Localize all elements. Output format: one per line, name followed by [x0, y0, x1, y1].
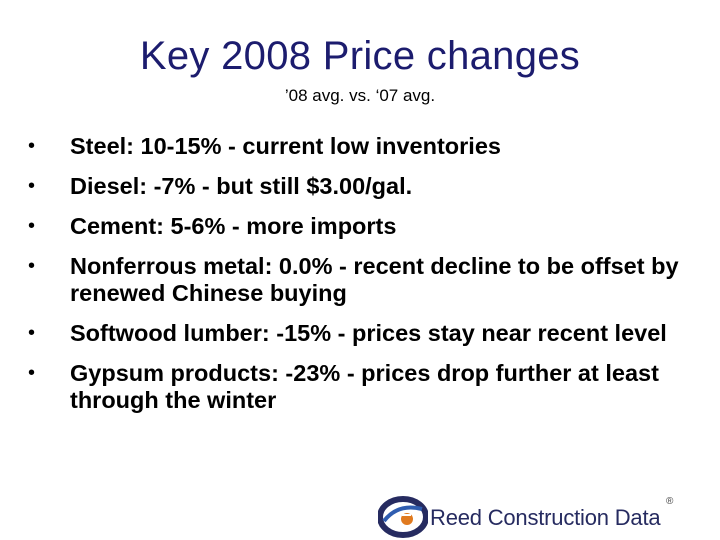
bullet-text: Diesel: -7% - but still $3.00/gal.: [70, 173, 413, 199]
slide-subtitle: ’08 avg. vs. ‘07 avg.: [284, 86, 436, 105]
bullet-item: • Softwood lumber: -15% - prices stay ne…: [28, 320, 698, 347]
bullet-text: Nonferrous metal: 0.0% - recent decline …: [70, 253, 679, 306]
bullet-dot: •: [28, 175, 36, 197]
bullet-text: Gypsum products: -23% - prices drop furt…: [70, 360, 659, 413]
bullet-list: • Steel: 10-15% - current low inventorie…: [28, 133, 698, 427]
bullet-text: Steel: 10-15% - current low inventories: [70, 133, 501, 159]
registered-mark: ®: [666, 496, 674, 507]
bullet-dot: •: [28, 362, 36, 384]
bullet-text: Cement: 5-6% - more imports: [70, 213, 397, 239]
bullet-dot: •: [28, 322, 36, 344]
logo-mark-icon: [378, 496, 428, 538]
slide-title: Key 2008 Price changes: [139, 34, 581, 78]
bullet-item: • Cement: 5-6% - more imports: [28, 213, 698, 240]
bullet-text: Softwood lumber: -15% - prices stay near…: [70, 320, 667, 346]
bullet-item: • Nonferrous metal: 0.0% - recent declin…: [28, 253, 698, 307]
bullet-item: • Gypsum products: -23% - prices drop fu…: [28, 360, 698, 414]
bullet-dot: •: [28, 215, 36, 237]
bullet-dot: •: [28, 135, 36, 157]
bullet-dot: •: [28, 255, 36, 277]
bullet-item: • Steel: 10-15% - current low inventorie…: [28, 133, 698, 160]
reed-construction-data-logo: Reed Construction Data ®: [378, 493, 708, 539]
bullet-item: • Diesel: -7% - but still $3.00/gal.: [28, 173, 698, 200]
logo-text: Reed Construction Data: [430, 505, 661, 530]
